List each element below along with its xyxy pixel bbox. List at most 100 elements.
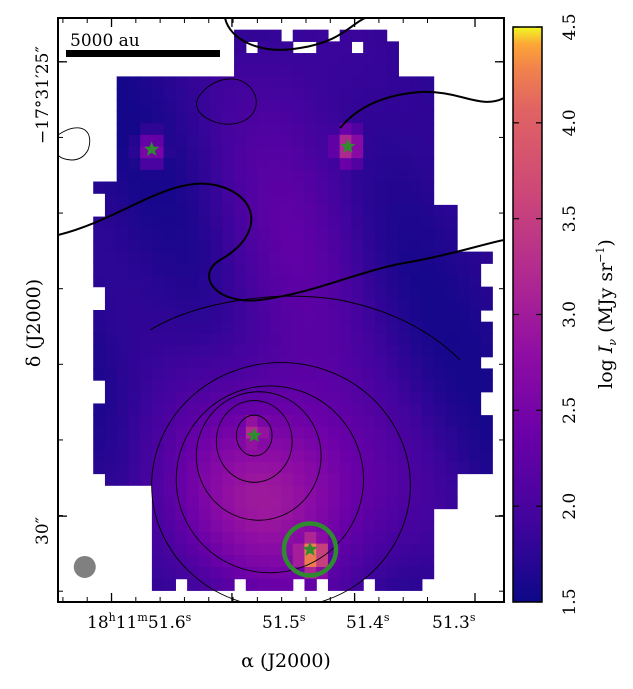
map-pixel bbox=[198, 228, 212, 241]
map-pixel bbox=[398, 99, 411, 113]
map-pixel bbox=[316, 391, 329, 405]
map-pixel bbox=[316, 345, 329, 358]
map-pixel bbox=[269, 321, 282, 334]
map-pixel bbox=[398, 426, 411, 440]
map-pixel bbox=[257, 473, 270, 486]
map-pixel bbox=[327, 111, 341, 124]
map-pixel bbox=[281, 181, 294, 194]
map-pixel bbox=[116, 310, 130, 323]
map-pixel bbox=[140, 321, 153, 334]
map-pixel bbox=[292, 298, 306, 311]
map-pixel bbox=[281, 111, 294, 124]
map-pixel bbox=[234, 228, 247, 241]
map-pixel bbox=[410, 123, 423, 136]
map-pixel bbox=[140, 415, 153, 428]
map-pixel bbox=[339, 88, 353, 101]
map-pixel bbox=[245, 473, 259, 486]
map-pixel bbox=[116, 123, 130, 136]
map-pixel bbox=[410, 461, 423, 475]
map-pixel bbox=[480, 438, 493, 451]
map-pixel bbox=[116, 88, 130, 101]
map-pixel bbox=[327, 146, 341, 159]
map-pixel bbox=[187, 134, 200, 148]
map-pixel bbox=[468, 380, 482, 393]
map-pixel bbox=[140, 111, 153, 124]
colorbar-tick-label: 4.0 bbox=[560, 109, 580, 136]
map-pixel bbox=[104, 356, 118, 369]
map-pixel bbox=[175, 158, 188, 171]
map-pixel bbox=[281, 403, 294, 416]
map-pixel bbox=[445, 391, 458, 405]
map-pixel bbox=[234, 239, 247, 253]
map-pixel bbox=[457, 298, 470, 311]
map-pixel bbox=[327, 391, 341, 405]
map-pixel bbox=[163, 496, 176, 510]
map-pixel bbox=[163, 345, 176, 358]
map-pixel bbox=[163, 531, 176, 545]
map-pixel bbox=[339, 251, 353, 264]
map-pixel bbox=[327, 263, 341, 276]
map-pixel bbox=[327, 356, 341, 369]
map-pixel bbox=[281, 321, 294, 334]
map-pixel bbox=[198, 76, 212, 89]
map-pixel bbox=[327, 76, 341, 89]
map-pixel bbox=[128, 228, 141, 241]
map-pixel bbox=[175, 263, 188, 276]
map-pixel bbox=[480, 345, 493, 358]
map-pixel bbox=[410, 134, 423, 148]
map-pixel bbox=[351, 111, 364, 124]
map-pixel bbox=[234, 333, 247, 346]
map-pixel bbox=[269, 228, 282, 241]
map-pixel bbox=[187, 310, 200, 323]
map-pixel bbox=[374, 298, 388, 311]
map-pixel bbox=[140, 251, 153, 264]
map-pixel bbox=[245, 181, 259, 194]
map-pixel bbox=[128, 356, 141, 369]
map-pixel bbox=[104, 368, 118, 381]
map-pixel bbox=[104, 461, 118, 475]
map-pixel bbox=[175, 531, 188, 545]
map-pixel bbox=[410, 508, 423, 521]
map-pixel bbox=[386, 426, 399, 440]
map-pixel bbox=[198, 555, 212, 568]
map-pixel bbox=[257, 146, 270, 159]
map-pixel bbox=[351, 426, 364, 440]
map-pixel bbox=[386, 76, 399, 89]
map-pixel bbox=[386, 496, 399, 510]
map-pixel bbox=[386, 193, 399, 206]
source-star-icon bbox=[302, 541, 318, 556]
map-pixel bbox=[269, 29, 282, 42]
map-pixel bbox=[374, 485, 388, 498]
map-pixel bbox=[187, 274, 200, 288]
map-pixel bbox=[151, 286, 165, 299]
map-pixel bbox=[175, 99, 188, 113]
map-pixel bbox=[445, 380, 458, 393]
map-pixel bbox=[292, 64, 306, 77]
map-pixel bbox=[316, 29, 329, 42]
map-pixel bbox=[222, 239, 235, 253]
map-pixel bbox=[269, 239, 282, 253]
map-pixel bbox=[245, 76, 259, 89]
map-pixel bbox=[304, 438, 317, 451]
map-pixel bbox=[222, 228, 235, 241]
map-pixel bbox=[421, 345, 435, 358]
map-pixel bbox=[269, 251, 282, 264]
map-pixel bbox=[245, 158, 259, 171]
map-pixel bbox=[292, 146, 306, 159]
map-pixel bbox=[116, 263, 130, 276]
map-pixel bbox=[104, 438, 118, 451]
map-pixel bbox=[386, 216, 399, 229]
map-pixel bbox=[386, 111, 399, 124]
map-pixel bbox=[398, 274, 411, 288]
map-pixel bbox=[151, 345, 165, 358]
map-pixel bbox=[257, 426, 270, 440]
map-pixel bbox=[116, 298, 130, 311]
map-pixel bbox=[468, 321, 482, 334]
map-pixel bbox=[304, 263, 317, 276]
map-pixel bbox=[269, 134, 282, 148]
map-pixel bbox=[163, 216, 176, 229]
map-pixel bbox=[433, 415, 446, 428]
map-pixel bbox=[234, 543, 247, 556]
map-pixel bbox=[245, 53, 259, 66]
